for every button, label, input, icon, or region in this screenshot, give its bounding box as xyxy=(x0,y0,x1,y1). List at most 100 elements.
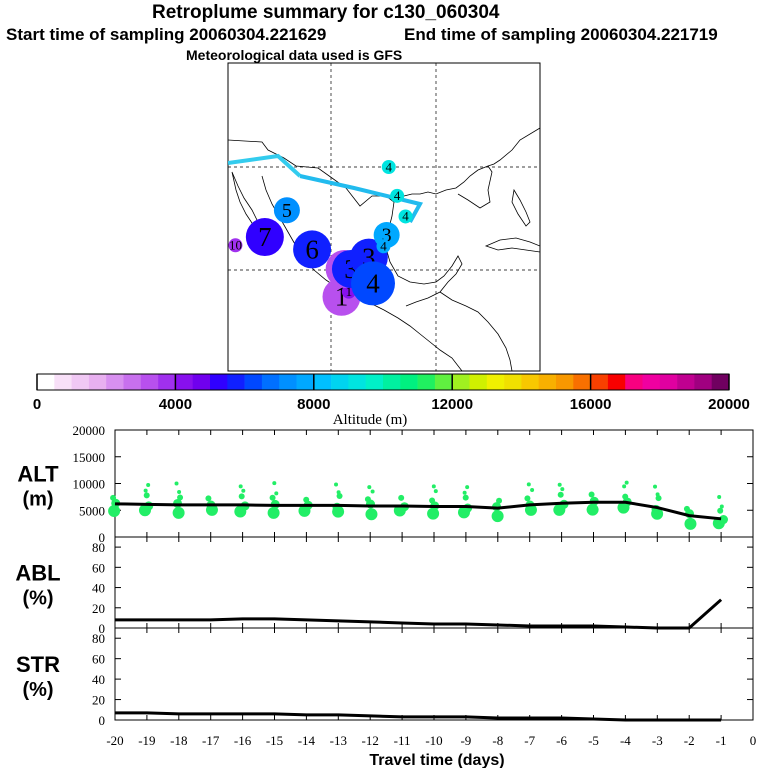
x-tick-label: -19 xyxy=(138,733,155,748)
alt-scatter-dot xyxy=(496,497,503,504)
x-tick-label: -15 xyxy=(266,733,283,748)
panel-abl: 0 20 40 60 80 ABL(%) xyxy=(15,536,754,636)
alt-scatter-dot xyxy=(398,494,405,501)
x-tick-label: -9 xyxy=(460,733,471,748)
alt-scatter-dot xyxy=(177,494,184,501)
colorbar-swatch xyxy=(88,374,107,390)
alt-scatter-dot xyxy=(655,492,660,497)
x-tick-label: -3 xyxy=(652,733,663,748)
trajectory-line-4 xyxy=(299,174,424,223)
x-tick-label: -11 xyxy=(394,733,411,748)
colorbar-tick-label: 20000 xyxy=(708,396,750,413)
colorbar-swatch xyxy=(331,374,349,390)
y-tick-label: 0 xyxy=(99,713,106,728)
alt-scatter-dot xyxy=(526,482,531,487)
str-line xyxy=(115,711,722,722)
alt-scatter-dot xyxy=(427,507,440,520)
alt-scatter-dot xyxy=(560,487,565,492)
x-tick-label: -16 xyxy=(234,733,252,748)
alt-scatter-dot xyxy=(303,496,310,503)
us-gulf-coast xyxy=(393,165,493,209)
alt-scatter-dot xyxy=(524,495,531,502)
alt-scatter-dot xyxy=(624,480,629,485)
altitude-colorbar xyxy=(36,373,730,391)
alt-scatter-dot xyxy=(364,496,371,503)
plume-marker xyxy=(228,238,243,253)
alt-scatter-dot xyxy=(365,508,378,521)
plume-day-label: 10 xyxy=(229,238,242,253)
colorbar-swatch xyxy=(279,374,297,390)
alt-scatter-dot xyxy=(241,488,246,493)
cuba-outline xyxy=(484,237,540,253)
x-tick-label: -5 xyxy=(588,733,599,748)
alt-scatter-dot xyxy=(108,504,121,517)
alt-scatter-dot xyxy=(683,505,690,512)
plume-marker xyxy=(390,188,405,203)
colorbar-tick-label: 4000 xyxy=(159,396,192,413)
colorbar-tick-label: 8000 xyxy=(297,396,330,413)
panel-yunit: (%) xyxy=(22,679,53,701)
alt-scatter-dot xyxy=(370,489,375,494)
y-tick-label: 20 xyxy=(92,601,105,616)
alt-scatter-dot xyxy=(491,510,504,523)
colorbar-swatch xyxy=(175,374,193,390)
colorbar-swatch xyxy=(106,374,124,390)
abl-line xyxy=(115,598,723,630)
colorbar-swatch xyxy=(383,374,401,390)
alt-scatter-dot xyxy=(336,490,341,495)
colorbar-swatch xyxy=(140,374,159,390)
plume-day-label: 4 xyxy=(402,209,409,224)
colorbar-swatch xyxy=(158,374,176,390)
end-time-label: End time of sampling 20060304.221719 xyxy=(404,25,718,44)
alt-scatter-dot xyxy=(719,515,728,525)
plume-day-label: 4 xyxy=(366,268,380,298)
plume-day-label: 6 xyxy=(305,234,319,264)
alt-scatter-dot xyxy=(462,494,469,501)
colorbar-swatch xyxy=(71,374,90,390)
alt-scatter-dot xyxy=(143,492,150,499)
colorbar-swatch xyxy=(556,374,574,390)
x-tick-label: -12 xyxy=(362,733,379,748)
y-tick-label: 5000 xyxy=(79,503,105,518)
alt-scatter-dot xyxy=(719,504,724,509)
plume-day-label: 4 xyxy=(380,239,387,254)
alt-scatter-dot xyxy=(367,485,372,490)
colorbar-swatch xyxy=(123,374,142,390)
x-tick-label: -8 xyxy=(492,733,503,748)
panel-yunit: (%) xyxy=(22,588,53,610)
x-tick-label: -20 xyxy=(106,733,123,748)
y-tick-label: 60 xyxy=(92,652,105,667)
met-data-label: Meteorological data used is GFS xyxy=(186,47,403,63)
panel-str: 0 20 40 60 80 STR(%) xyxy=(16,627,754,728)
y-tick-label: 80 xyxy=(92,540,105,555)
colorbar-tick-label: 0 xyxy=(33,396,41,413)
colorbar-swatch xyxy=(434,374,453,390)
colorbar-swatch xyxy=(642,374,661,390)
plume-day-label: 4 xyxy=(386,159,393,174)
central-america-coast xyxy=(439,291,513,371)
alt-scatter-dot xyxy=(174,481,179,486)
alt-scatter-dot xyxy=(431,484,436,489)
alt-scatter-dot xyxy=(110,494,117,501)
time-series-panels: 05000100001500020000ALT(m)020406080ABL(%… xyxy=(15,423,754,728)
y-tick-label: 10000 xyxy=(73,477,106,492)
alt-scatter-dot xyxy=(717,495,722,500)
colorbar-swatch xyxy=(417,374,436,390)
plume-day-label: 5 xyxy=(282,200,292,222)
plume-marker xyxy=(351,261,395,306)
colorbar-swatch xyxy=(296,374,315,390)
alt-scatter-dot xyxy=(557,491,564,498)
colorbar-swatch xyxy=(192,374,211,390)
colorbar-tick-label: 16000 xyxy=(570,396,612,413)
colorbar-ticks: 0 4000 8000 12000 16000 20000 xyxy=(33,374,750,413)
map-frame xyxy=(227,62,541,372)
alt-scatter-dot xyxy=(272,481,277,486)
alt-scatter-dot xyxy=(146,483,151,488)
plume-day-label: 4 xyxy=(394,188,401,203)
panel-frame xyxy=(114,627,754,721)
y-tick-label: 80 xyxy=(92,631,105,646)
alt-scatter-dot xyxy=(238,493,245,500)
alt-scatter-dot xyxy=(530,487,535,492)
colorbar-swatch xyxy=(210,374,228,390)
